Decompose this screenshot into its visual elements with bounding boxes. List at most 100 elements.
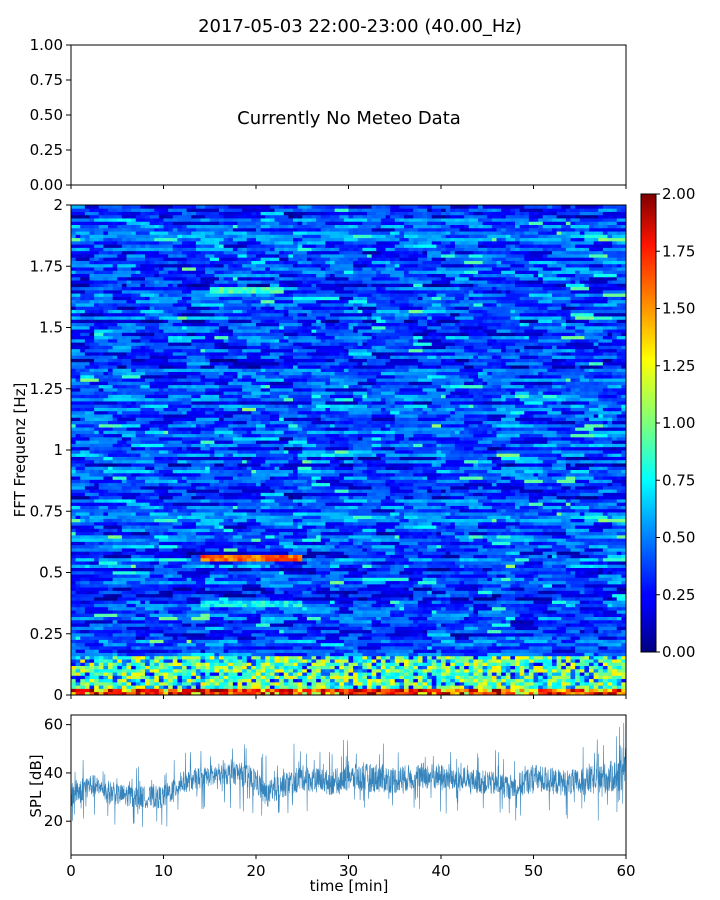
heatmap-cell: [593, 665, 599, 670]
heatmap-cell: [334, 613, 340, 617]
heatmap-cell: [565, 639, 571, 644]
heatmap-cell: [482, 691, 488, 696]
heatmap-cell: [265, 597, 271, 601]
heatmap-cell: [602, 623, 608, 627]
heatmap-cell: [205, 570, 211, 575]
heatmap-cell: [371, 580, 377, 585]
heatmap-cell: [385, 665, 391, 670]
heatmap-cell: [385, 600, 391, 604]
heatmap-cell: [242, 583, 248, 588]
heatmap-cell: [75, 557, 81, 562]
heatmap-cell: [593, 567, 599, 572]
heatmap-cell: [228, 613, 234, 617]
heatmap-cell: [117, 590, 123, 595]
heatmap-cell: [135, 685, 141, 689]
heatmap-cell: [214, 619, 220, 624]
heatmap-cell: [177, 570, 183, 575]
heatmap-cell: [251, 642, 257, 647]
heatmap-cell: [117, 597, 123, 601]
heatmap-cell: [380, 636, 386, 640]
heatmap-cell: [371, 688, 377, 693]
heatmap-cell: [616, 672, 622, 676]
heatmap-cell: [496, 685, 502, 689]
heatmap-cell: [256, 636, 262, 640]
heatmap-cell: [80, 613, 86, 617]
heatmap-cell: [441, 613, 447, 617]
heatmap-cell: [186, 570, 192, 575]
heatmap-cell: [482, 619, 488, 624]
heatmap-cell: [186, 672, 192, 676]
heatmap-cell: [538, 681, 544, 686]
heatmap-cell: [556, 610, 562, 614]
heatmap-cell: [510, 639, 516, 644]
heatmap-cell: [330, 590, 336, 595]
heatmap-cell: [450, 639, 456, 644]
heatmap-cell: [607, 685, 613, 689]
heatmap-cell: [538, 574, 544, 578]
heatmap-cell: [121, 642, 127, 647]
heatmap-cell: [121, 662, 127, 666]
heatmap-cell: [501, 685, 507, 689]
heatmap-cell: [519, 603, 525, 608]
heatmap-cell: [214, 665, 220, 670]
heatmap-cell: [191, 587, 197, 591]
heatmap-cell: [422, 668, 428, 673]
heatmap-cell: [538, 652, 544, 657]
heatmap-cell: [112, 610, 118, 614]
heatmap-cell: [482, 577, 488, 582]
heatmap-cell: [371, 600, 377, 604]
heatmap-cell: [237, 655, 243, 660]
heatmap-cell: [487, 616, 493, 621]
heatmap-cell: [214, 678, 220, 683]
heatmap-cell: [274, 639, 280, 644]
heatmap-cell: [186, 646, 192, 650]
heatmap-cell: [454, 603, 460, 608]
heatmap-cell: [533, 629, 539, 634]
heatmap-cell: [246, 616, 252, 621]
heatmap-cell: [126, 564, 132, 568]
heatmap-cell: [135, 570, 141, 575]
heatmap-cell: [334, 681, 340, 686]
heatmap-cell: [390, 587, 396, 591]
heatmap-cell: [515, 613, 521, 617]
heatmap-cell: [195, 646, 201, 650]
heatmap-cell: [417, 636, 423, 640]
heatmap-cell: [108, 652, 114, 657]
heatmap-cell: [505, 619, 511, 624]
heatmap-cell: [325, 616, 331, 621]
heatmap-cell: [524, 603, 530, 608]
heatmap-cell: [362, 616, 368, 621]
heatmap-cell: [519, 691, 525, 696]
heatmap-cell: [320, 587, 326, 591]
heatmap-cell: [589, 678, 595, 683]
heatmap-cell: [283, 646, 289, 650]
heatmap-cell: [376, 681, 382, 686]
heatmap-cell: [200, 678, 206, 683]
heatmap-cell: [468, 619, 474, 624]
heatmap-cell: [112, 646, 118, 650]
heatmap-cell: [547, 652, 553, 657]
heatmap-cell: [515, 590, 521, 595]
heatmap-cell: [501, 600, 507, 604]
heatmap-cell: [367, 626, 373, 631]
heatmap-cell: [556, 587, 562, 591]
heatmap-cell: [473, 685, 479, 689]
heatmap-cell: [547, 642, 553, 647]
heatmap-cell: [172, 623, 178, 627]
heatmap-cell: [121, 678, 127, 683]
heatmap-cell: [348, 619, 354, 624]
heatmap-cell: [385, 652, 391, 657]
heatmap-cell: [584, 626, 590, 631]
heatmap-cell: [223, 636, 229, 640]
heatmap-cell: [380, 570, 386, 575]
heatmap-cell: [607, 681, 613, 686]
heatmap-cell: [621, 639, 627, 644]
heatmap-cell: [478, 649, 484, 653]
heatmap-cell: [552, 642, 558, 647]
heatmap-cell: [131, 668, 137, 673]
heatmap-cell: [533, 642, 539, 647]
heatmap-cell: [394, 590, 400, 595]
heatmap-cell: [200, 623, 206, 627]
heatmap-cell: [297, 587, 303, 591]
heatmap-cell: [209, 629, 215, 634]
